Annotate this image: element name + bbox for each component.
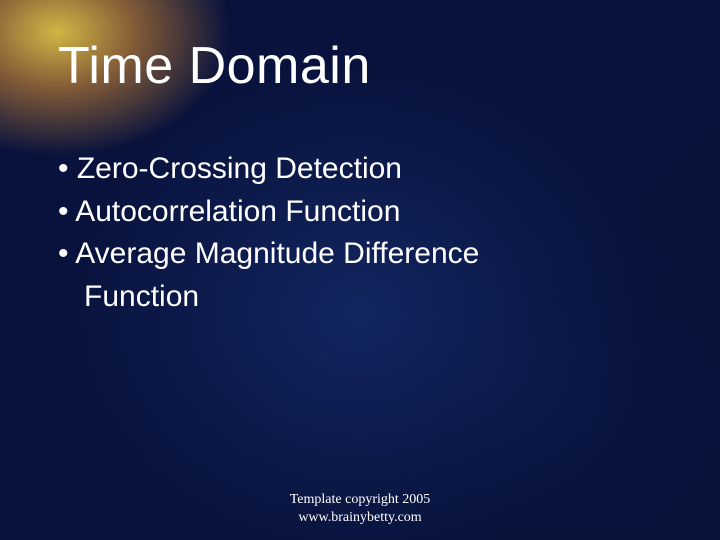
bullet-item: • Average Magnitude Difference: [58, 233, 648, 276]
bullet-list: • Zero-Crossing Detection • Autocorrelat…: [58, 148, 648, 318]
footer: Template copyright 2005 www.brainybetty.…: [0, 491, 720, 526]
bullet-text: Average Magnitude Difference: [75, 237, 479, 270]
bullet-marker: •: [58, 152, 69, 185]
slide-title: Time Domain: [58, 36, 371, 96]
bullet-item: • Autocorrelation Function: [58, 191, 648, 234]
bullet-continuation: Function: [58, 276, 648, 319]
slide: Time Domain • Zero-Crossing Detection • …: [0, 0, 720, 540]
bullet-marker: •: [58, 237, 69, 270]
bullet-marker: •: [58, 195, 69, 228]
bullet-item: • Zero-Crossing Detection: [58, 148, 648, 191]
bullet-text: Autocorrelation Function: [75, 195, 400, 228]
footer-line-2: www.brainybetty.com: [0, 509, 720, 527]
bullet-text: Zero-Crossing Detection: [77, 152, 402, 185]
footer-line-1: Template copyright 2005: [0, 491, 720, 509]
